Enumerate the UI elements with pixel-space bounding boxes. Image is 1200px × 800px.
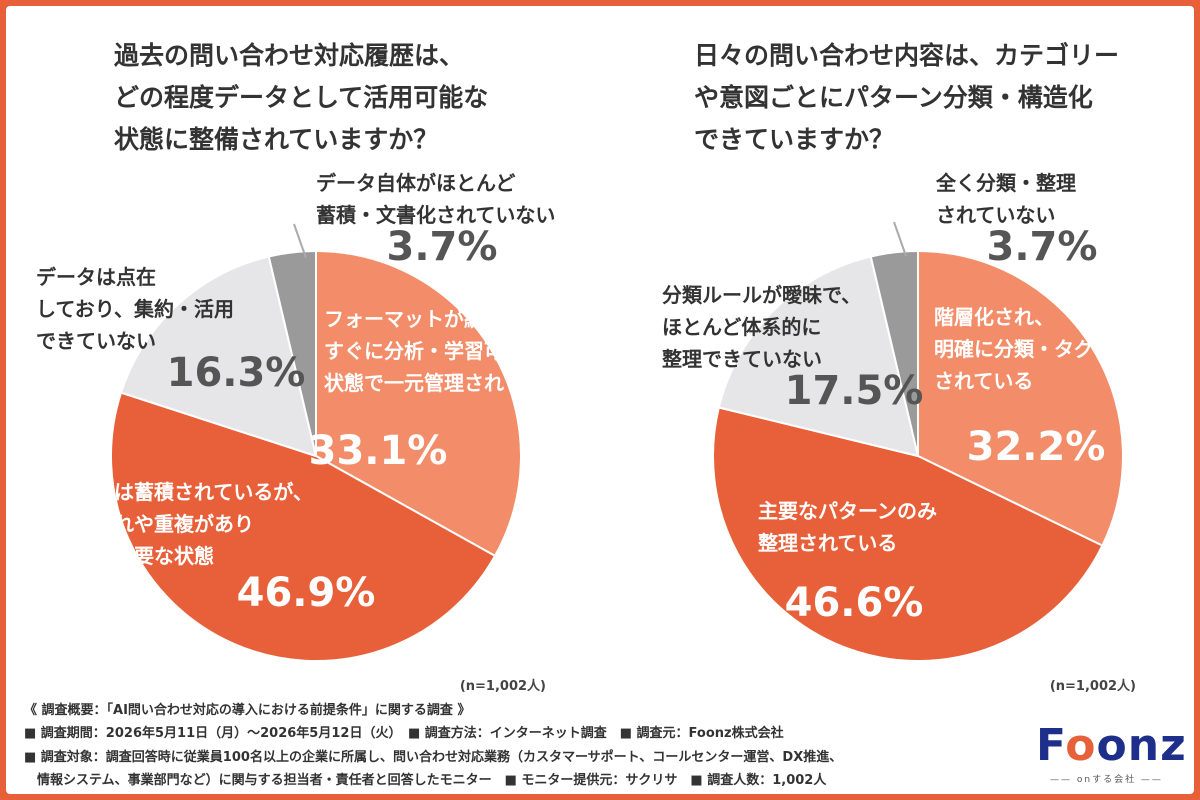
chart-title-line: 状態に整備されていますか？ bbox=[114, 125, 438, 154]
slice-label: 整理されている bbox=[757, 531, 897, 555]
charts-canvas: 過去の問い合わせ対応履歴は、どの程度データとして活用可能な状態に整備されています… bbox=[36, 41, 1136, 694]
leader-line bbox=[293, 223, 307, 259]
logo-wordmark: Foonz bbox=[1036, 720, 1187, 771]
sample-size-label: (n=1,002人) bbox=[460, 678, 546, 694]
pie-slice bbox=[717, 255, 920, 458]
pie-slice bbox=[712, 406, 1104, 662]
footer-line-target: ■ 調査対象：調査回答時に従業員100名以上の企業に所属し、問い合わせ対応業務（… bbox=[24, 750, 843, 765]
slice-value-label: 17.5% bbox=[785, 368, 924, 414]
slice-label: 主要なパターンのみ bbox=[758, 499, 937, 523]
slice-label: データは蓄積されているが、 bbox=[54, 480, 313, 504]
slice-label: 蓄積・文書化されていない bbox=[316, 203, 555, 227]
slice-value-label: 16.3% bbox=[167, 350, 306, 396]
slice-label: 全く分類・整理 bbox=[935, 171, 1076, 195]
slice-label: 階層化され、 bbox=[934, 305, 1054, 329]
chart-title-line: 過去の問い合わせ対応履歴は、 bbox=[114, 41, 464, 70]
slice-label: 明確に分類・タグ付け bbox=[934, 337, 1134, 361]
slice-label: フォーマットが統一され、 bbox=[324, 307, 564, 331]
slice-value-label: 46.6% bbox=[785, 580, 924, 626]
slice-value-label: 33.1% bbox=[309, 428, 448, 474]
chart-title-line: どの程度データとして活用可能な bbox=[114, 83, 488, 112]
slice-label: しており、集約・活用 bbox=[36, 297, 234, 321]
footer-summary: 《 調査概要：「AI問い合わせ対応の導入における前提条件」に関する調査 》 bbox=[24, 703, 471, 718]
pie-slice bbox=[917, 249, 1124, 547]
slice-label: ほとんど体系的に bbox=[662, 315, 821, 339]
infographic-card: 過去の問い合わせ対応履歴は、 どの程度データとして活用可能な 状態に整備されています… bbox=[6, 6, 1194, 794]
footer-line-target-cont: 情報システム、事業部門など）に関与する担当者・責任者と回答したモニター ■ モニ… bbox=[24, 773, 827, 788]
pie-chart-1: 過去の問い合わせ対応履歴は、どの程度データとして活用可能な状態に整備されています… bbox=[36, 41, 564, 694]
slice-label: 整理できていない bbox=[661, 347, 822, 371]
leader-line bbox=[893, 221, 907, 257]
slice-value-label: 3.7% bbox=[387, 224, 498, 270]
slice-label: できていない bbox=[36, 329, 156, 353]
slice-label: 整理が必要な状態 bbox=[53, 544, 214, 568]
pie-slice bbox=[110, 391, 497, 662]
chart-title-line: 日々の問い合わせ内容は、カテゴリー bbox=[694, 41, 1119, 70]
slice-label: されている bbox=[934, 369, 1033, 393]
slice-label: 表記揺れや重複があり bbox=[54, 512, 254, 536]
pie-slice bbox=[119, 255, 318, 458]
logo-tagline: —— onする会社 —— bbox=[1050, 775, 1163, 785]
slice-value-label: 3.7% bbox=[987, 224, 1098, 270]
chart-title-line: や意図ごとにパターン分類・構造化 bbox=[694, 83, 1093, 112]
slice-label: すぐに分析・学習可能な bbox=[324, 339, 544, 363]
pie-chart-2: 日々の問い合わせ内容は、カテゴリーや意図ごとにパターン分類・構造化できていますか… bbox=[661, 41, 1136, 694]
slice-value-label: 46.9% bbox=[237, 570, 376, 616]
slice-label: 状態で一元管理されている bbox=[324, 371, 563, 395]
pie-slice bbox=[869, 249, 919, 457]
slice-label: されていない bbox=[936, 203, 1055, 227]
slice-value-label: 32.2% bbox=[967, 424, 1106, 470]
foonz-logo: Foonz —— onする会社 —— bbox=[1036, 720, 1186, 786]
slice-label: データは点在 bbox=[36, 265, 156, 289]
slice-label: データ自体がほとんど bbox=[316, 171, 515, 195]
pie-slice bbox=[315, 249, 522, 558]
footer-line-period: ■ 調査期間：2026年5月11日（月）〜2026年5月12日（火） ■ 調査方… bbox=[24, 726, 784, 741]
pie-slice bbox=[267, 249, 317, 457]
chart-title-line: できていますか？ bbox=[694, 125, 894, 154]
slice-label: 分類ルールが曖昧で、 bbox=[662, 283, 861, 307]
sample-size-label: (n=1,002人) bbox=[1050, 678, 1136, 694]
